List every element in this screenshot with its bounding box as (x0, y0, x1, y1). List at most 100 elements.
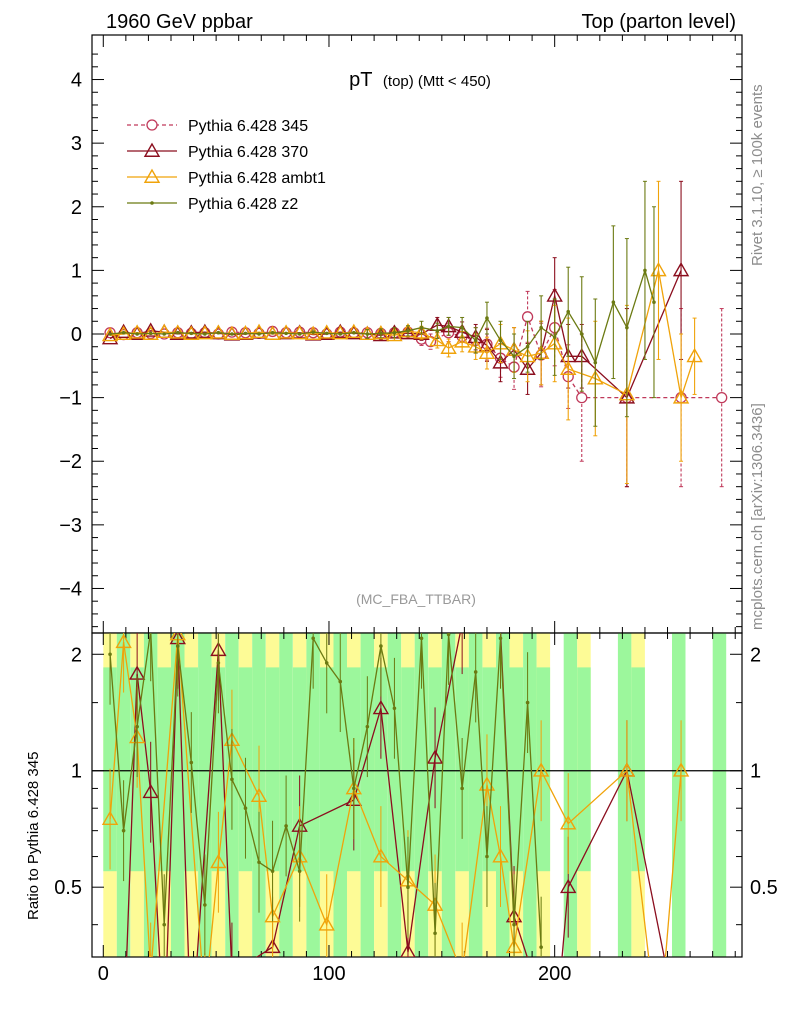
uncertainty-band-core (631, 667, 645, 872)
data-point-z2 (135, 332, 139, 336)
plot-title-main: pT (349, 69, 372, 91)
y-tick-label: −2 (59, 451, 82, 473)
data-point-370 (672, 261, 690, 277)
data-point-z2 (270, 330, 275, 335)
data-point-ambt1 (686, 347, 703, 363)
ratio-data-point-ambt1 (560, 815, 577, 830)
data-point-ambt1 (672, 389, 690, 404)
ratio-data-point-ambt1 (264, 908, 281, 923)
ratio-y-tick-label: 0.5 (54, 877, 82, 899)
y-tick-label: 4 (71, 70, 82, 92)
data-point-z2 (365, 332, 370, 336)
energy-label: 1960 GeV ppbar (106, 11, 253, 33)
data-point-z2 (643, 268, 647, 273)
uncertainty-band-core (536, 667, 551, 872)
uncertainty-band (712, 633, 727, 957)
uncertainty-band (306, 633, 320, 957)
y-tick-label: 1 (71, 260, 82, 282)
ratio-data-point-ambt1 (492, 848, 509, 863)
data-point-ambt1 (332, 324, 349, 340)
data-point-z2 (324, 331, 329, 336)
legend-label-345: Pythia 6.428 345 (188, 118, 308, 135)
data-point-ambt1 (250, 323, 268, 339)
y-tick-label: 0 (71, 324, 82, 346)
y-tick-label: 2 (71, 197, 82, 219)
ratio-y-axis-label: Ratio to Pythia 6.428 345 (25, 752, 42, 920)
data-point-ambt1 (277, 324, 295, 339)
y-tick-label: −3 (59, 515, 82, 537)
data-point-z2 (566, 309, 571, 314)
ratio-y-tick-label-right: 1 (750, 761, 761, 783)
ratio-data-point-z2 (324, 661, 329, 665)
data-point-ambt1 (169, 324, 186, 339)
ratio-data-point-ambt1 (101, 810, 119, 826)
ratio-data-point-z2 (512, 922, 516, 927)
data-point-370 (492, 354, 509, 369)
plot-title-sub: (top) (Mtt < 450) (383, 73, 491, 90)
data-point-z2 (593, 360, 598, 365)
uncertainty-band-core (482, 667, 496, 872)
ratio-data-point-z2 (433, 931, 437, 936)
data-point-z2 (189, 331, 194, 336)
x-tick-label: 0 (98, 963, 109, 985)
uncertainty-band (360, 633, 375, 957)
uncertainty-band (468, 633, 483, 957)
ratio-data-point-ambt1 (318, 916, 335, 931)
ratio-data-point-z2 (311, 636, 315, 641)
ratio-data-point-z2 (121, 828, 126, 833)
x-tick-label: 100 (312, 963, 345, 985)
data-point-z2 (175, 330, 180, 335)
legend-marker-370 (143, 142, 161, 157)
uncertainty-band (387, 633, 402, 957)
data-point-ambt1 (237, 324, 254, 340)
legend-marker-ambt1 (143, 168, 161, 183)
data-point-z2 (216, 330, 221, 335)
ratio-data-point-370 (400, 943, 416, 957)
ratio-data-point-z2 (419, 636, 424, 641)
ratio-data-point-z2 (446, 633, 451, 637)
data-point-ambt1 (128, 324, 146, 339)
data-point-370 (101, 330, 119, 345)
data-point-ambt1 (210, 324, 227, 339)
ratio-data-point-z2 (189, 760, 194, 765)
data-point-z2 (148, 331, 153, 336)
ratio-plot-frame (91, 632, 743, 958)
main-panel: −4 −3 −2 −1 0 1 2 3 4 (59, 34, 743, 634)
data-point-ambt1 (372, 324, 390, 340)
data-point-z2 (243, 331, 248, 336)
legend-label-ambt1: Pythia 6.428 ambt1 (188, 170, 326, 187)
data-point-z2 (446, 324, 451, 329)
data-point-ambt1 (429, 331, 446, 347)
legend: Pythia 6.428 345 Pythia 6.428 370 Pythia 6… (127, 118, 326, 213)
ratio-data-point-z2 (284, 824, 288, 828)
plot-title: pT (top) (Mtt < 450) (349, 69, 491, 91)
y-tick-label: −1 (59, 388, 82, 410)
analysis-watermark: (MC_FBA_TTBAR) (356, 591, 476, 607)
data-point-ambt1 (345, 323, 363, 339)
ratio-data-point-z2 (473, 670, 478, 674)
data-point-z2 (203, 332, 207, 336)
uncertainty-band (496, 633, 510, 957)
data-point-z2 (230, 332, 234, 336)
ratio-data-point-z2 (352, 786, 356, 791)
ratio-series-line-370 (126, 633, 665, 957)
data-point-z2 (652, 300, 656, 304)
data-point-345 (716, 391, 728, 404)
data-point-ambt1 (196, 324, 214, 340)
legend-marker-345 (146, 119, 158, 131)
legend-label-z2: Pythia 6.428 z2 (188, 196, 298, 213)
data-point-370 (142, 322, 159, 337)
y-tick-label: −4 (59, 578, 82, 600)
legend-marker-z2 (150, 201, 154, 205)
ratio-data-point-z2 (297, 869, 302, 873)
ratio-data-point-z2 (162, 922, 167, 927)
ratio-data-point-ambt1 (618, 762, 636, 777)
x-tick-label: 200 (538, 963, 571, 985)
data-point-z2 (284, 331, 288, 336)
ratio-data-point-z2 (243, 806, 248, 811)
ratio-data-point-ambt1 (372, 848, 390, 863)
ratio-data-point-z2 (379, 644, 383, 648)
legend-label-370: Pythia 6.428 370 (188, 144, 308, 161)
data-point-ambt1 (478, 344, 496, 360)
data-point-z2 (611, 300, 616, 304)
